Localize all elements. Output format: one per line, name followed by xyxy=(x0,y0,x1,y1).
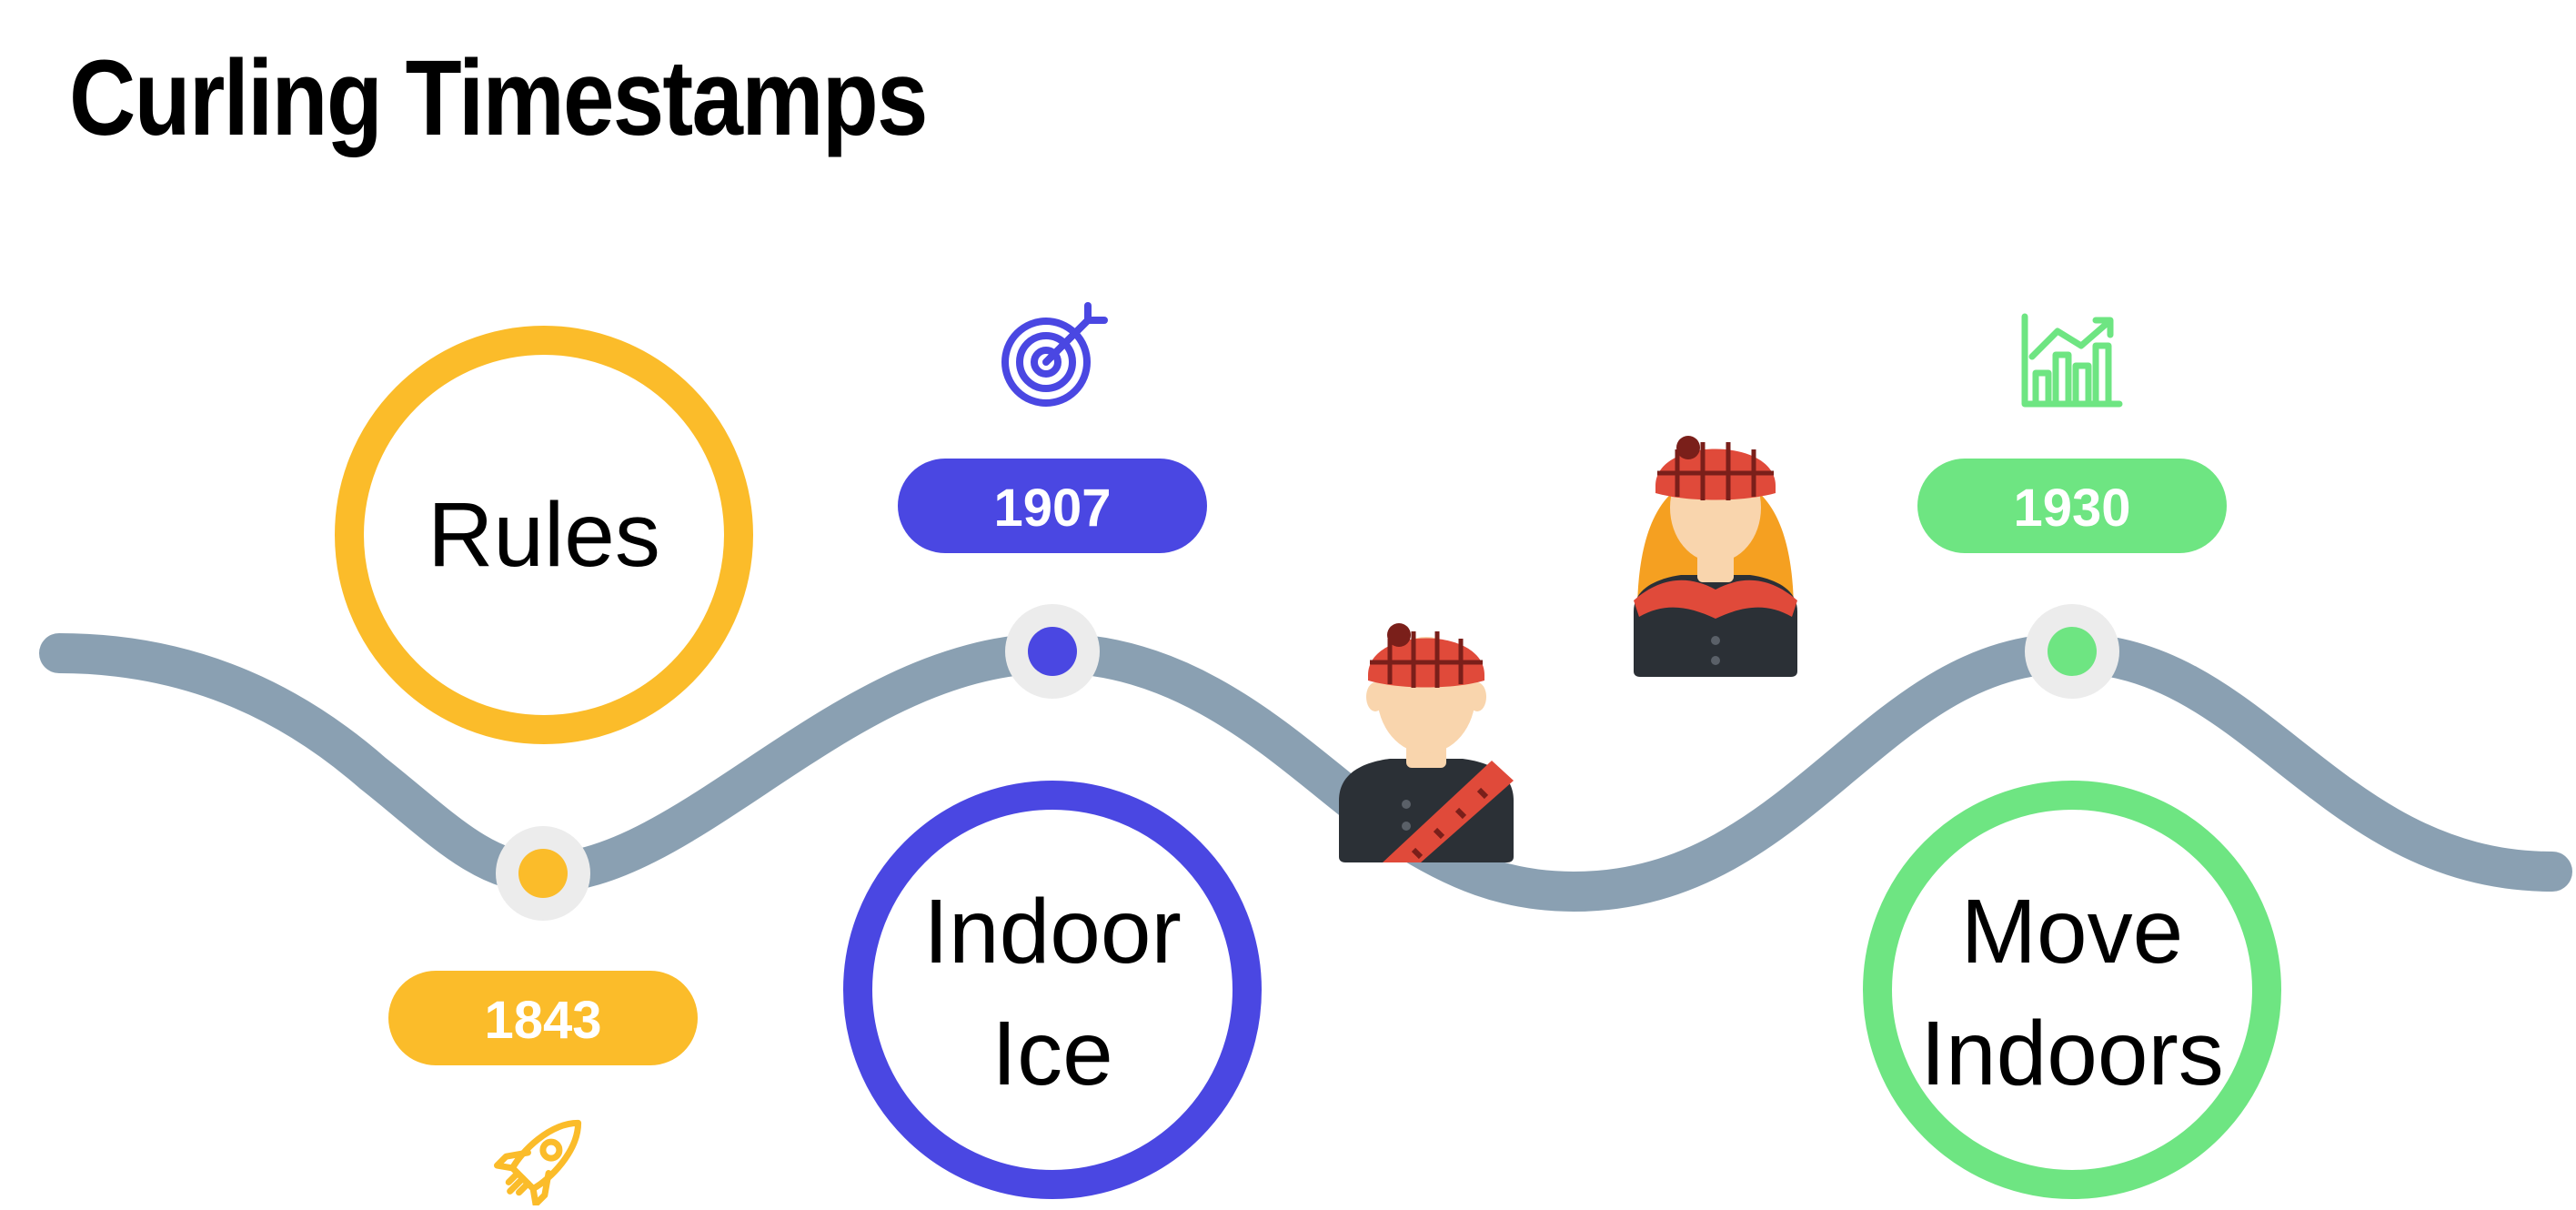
year-label-1907: 1907 xyxy=(993,479,1111,538)
page-title: Curling Timestamps xyxy=(69,38,928,158)
milestone-1907: 1907 Indoor Ice xyxy=(843,302,1262,1199)
event-label-move-indoors-line1: Move xyxy=(1961,881,2184,983)
timeline-node-dot-1907 xyxy=(1028,627,1077,676)
event-label-indoor-ice-line2: Ice xyxy=(991,1003,1112,1104)
event-label-move-indoors-line2: Indoors xyxy=(1920,1003,2224,1104)
timeline-node-dot-1843 xyxy=(518,849,568,898)
target-icon xyxy=(1001,302,1108,407)
scottish-man-avatar xyxy=(1339,623,1514,862)
milestone-1843: Rules 1843 xyxy=(335,326,753,1207)
event-circle-move-indoors xyxy=(1863,781,2281,1199)
year-label-1930: 1930 xyxy=(2013,479,2130,538)
year-label-1843: 1843 xyxy=(484,991,601,1050)
year-pill-1907 xyxy=(898,459,1207,553)
event-label-indoor-ice-line1: Indoor xyxy=(923,881,1182,983)
scottish-woman-avatar xyxy=(1634,436,1797,677)
timeline-node-dot-1930 xyxy=(2048,627,2097,676)
growth-chart-icon xyxy=(2021,313,2123,408)
event-circle-rules xyxy=(335,326,753,744)
year-pill-1930 xyxy=(1917,459,2227,553)
rocket-icon xyxy=(494,1119,582,1207)
event-circle-indoor-ice xyxy=(843,781,1262,1199)
year-pill-1843 xyxy=(388,971,698,1065)
event-label-rules: Rules xyxy=(428,484,660,586)
milestone-1930: 1930 Move Indoors xyxy=(1863,313,2281,1199)
